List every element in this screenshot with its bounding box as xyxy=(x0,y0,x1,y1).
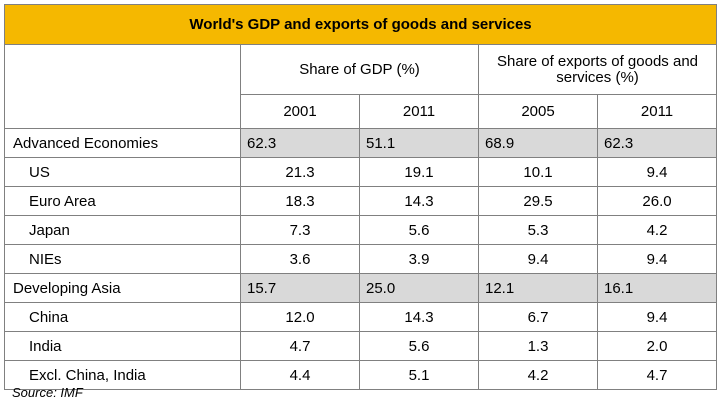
value-cell: 5.1 xyxy=(359,360,479,390)
value-cell: 62.3 xyxy=(240,128,360,158)
value-cell: 12.0 xyxy=(240,302,360,332)
value-cell: 5.6 xyxy=(359,331,479,361)
row-label: US xyxy=(4,157,241,187)
value-cell: 4.7 xyxy=(240,331,360,361)
value-cell: 3.6 xyxy=(240,244,360,274)
value-cell: 14.3 xyxy=(359,302,479,332)
value-cell: 25.0 xyxy=(359,273,479,303)
table-row: Euro Area 18.3 14.3 29.5 26.0 xyxy=(4,186,718,216)
exports-share-header: Share of exports of goods and services (… xyxy=(477,44,718,95)
value-cell: 15.7 xyxy=(240,273,360,303)
gdp-exports-table: World's GDP and exports of goods and ser… xyxy=(3,4,718,390)
value-cell: 9.4 xyxy=(596,157,718,187)
row-label: Japan xyxy=(4,215,241,245)
table-row: China 12.0 14.3 6.7 9.4 xyxy=(4,302,718,332)
table-row: Advanced Economies 62.3 51.1 68.9 62.3 xyxy=(4,128,718,158)
value-cell: 19.1 xyxy=(359,157,479,187)
value-cell: 9.4 xyxy=(596,302,718,332)
row-label: India xyxy=(4,331,241,361)
value-cell: 10.1 xyxy=(478,157,598,187)
value-cell: 14.3 xyxy=(359,186,479,216)
row-label: Excl. China, India xyxy=(4,360,241,390)
table-row: India 4.7 5.6 1.3 2.0 xyxy=(4,331,718,361)
value-cell: 4.2 xyxy=(478,360,598,390)
table-row: NIEs 3.6 3.9 9.4 9.4 xyxy=(4,244,718,274)
value-cell: 5.3 xyxy=(478,215,598,245)
row-label: Advanced Economies xyxy=(4,128,241,158)
row-label: Developing Asia xyxy=(4,273,241,303)
value-cell: 7.3 xyxy=(240,215,360,245)
source-note: Source: IMF xyxy=(12,385,83,400)
year-header: 2001 xyxy=(240,94,360,129)
value-cell: 2.0 xyxy=(596,331,718,361)
value-cell: 3.9 xyxy=(359,244,479,274)
table-row: US 21.3 19.1 10.1 9.4 xyxy=(4,157,718,187)
value-cell: 5.6 xyxy=(359,215,479,245)
header-blank-cell xyxy=(4,44,241,129)
row-label: Euro Area xyxy=(4,186,241,216)
value-cell: 4.2 xyxy=(596,215,718,245)
value-cell: 6.7 xyxy=(478,302,598,332)
value-cell: 9.4 xyxy=(478,244,598,274)
value-cell: 68.9 xyxy=(478,128,598,158)
value-cell: 1.3 xyxy=(478,331,598,361)
value-cell: 16.1 xyxy=(596,273,718,303)
table-title: World's GDP and exports of goods and ser… xyxy=(3,4,718,45)
value-cell: 4.7 xyxy=(596,360,718,390)
value-cell: 12.1 xyxy=(478,273,598,303)
year-header: 2005 xyxy=(478,94,598,129)
table-row: Japan 7.3 5.6 5.3 4.2 xyxy=(4,215,718,245)
table-row: Excl. China, India 4.4 5.1 4.2 4.7 xyxy=(4,360,718,390)
value-cell: 4.4 xyxy=(240,360,360,390)
value-cell: 29.5 xyxy=(478,186,598,216)
gdp-share-header: Share of GDP (%) xyxy=(240,44,479,95)
value-cell: 51.1 xyxy=(359,128,479,158)
table-row: Developing Asia 15.7 25.0 12.1 16.1 xyxy=(4,273,718,303)
row-label: NIEs xyxy=(4,244,241,274)
value-cell: 9.4 xyxy=(596,244,718,274)
value-cell: 21.3 xyxy=(240,157,360,187)
value-cell: 62.3 xyxy=(596,128,718,158)
value-cell: 18.3 xyxy=(240,186,360,216)
year-header: 2011 xyxy=(359,94,479,129)
value-cell: 26.0 xyxy=(596,186,718,216)
year-header: 2011 xyxy=(596,94,718,129)
row-label: China xyxy=(4,302,241,332)
